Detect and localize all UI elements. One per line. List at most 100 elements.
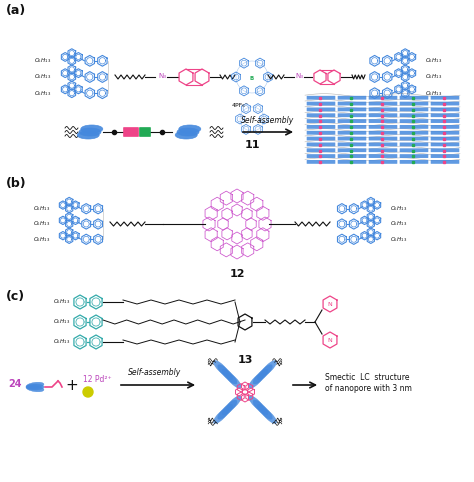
FancyBboxPatch shape [337, 154, 366, 158]
Circle shape [83, 387, 93, 397]
Text: $C_6H_{13}$: $C_6H_{13}$ [53, 337, 70, 347]
FancyBboxPatch shape [307, 125, 335, 129]
FancyBboxPatch shape [307, 143, 335, 147]
Ellipse shape [226, 396, 241, 411]
Ellipse shape [226, 373, 241, 388]
FancyBboxPatch shape [369, 113, 397, 117]
Text: 24: 24 [8, 379, 22, 389]
FancyBboxPatch shape [307, 119, 335, 123]
Text: 13: 13 [237, 355, 253, 365]
FancyBboxPatch shape [139, 128, 151, 136]
FancyBboxPatch shape [369, 125, 397, 129]
Text: 11: 11 [244, 140, 260, 150]
Ellipse shape [177, 128, 199, 136]
Ellipse shape [262, 409, 276, 424]
FancyBboxPatch shape [337, 113, 366, 117]
FancyBboxPatch shape [431, 96, 459, 100]
FancyBboxPatch shape [400, 113, 428, 117]
FancyBboxPatch shape [337, 96, 366, 100]
Ellipse shape [249, 373, 264, 388]
Text: (a): (a) [6, 4, 26, 17]
FancyBboxPatch shape [369, 102, 397, 106]
FancyBboxPatch shape [431, 143, 459, 147]
Text: (c): (c) [6, 290, 25, 303]
Text: B: B [250, 77, 254, 81]
Ellipse shape [222, 400, 237, 415]
Text: $C_6H_{13}$: $C_6H_{13}$ [35, 56, 52, 65]
Ellipse shape [175, 131, 197, 139]
Ellipse shape [253, 369, 268, 384]
FancyBboxPatch shape [307, 137, 335, 140]
FancyBboxPatch shape [124, 128, 138, 136]
Text: $C_6H_{13}$: $C_6H_{13}$ [53, 318, 70, 326]
FancyBboxPatch shape [337, 131, 366, 134]
FancyBboxPatch shape [307, 148, 335, 152]
FancyBboxPatch shape [369, 96, 397, 100]
FancyBboxPatch shape [337, 160, 366, 164]
Text: Self-assembly: Self-assembly [241, 116, 295, 125]
FancyBboxPatch shape [369, 131, 397, 134]
FancyBboxPatch shape [307, 131, 335, 134]
FancyBboxPatch shape [431, 160, 459, 164]
Text: $C_6H_{13}$: $C_6H_{13}$ [426, 56, 443, 65]
FancyBboxPatch shape [400, 160, 428, 164]
Text: $C_6H_{13}$: $C_6H_{13}$ [35, 89, 52, 98]
Text: (b): (b) [6, 177, 27, 190]
Text: N: N [328, 337, 332, 343]
FancyBboxPatch shape [307, 102, 335, 106]
FancyBboxPatch shape [400, 154, 428, 158]
Text: $C_6H_{13}$: $C_6H_{13}$ [35, 73, 52, 81]
Text: $C_6H_{13}$: $C_6H_{13}$ [33, 235, 50, 244]
Text: Self-assembly: Self-assembly [128, 368, 182, 377]
FancyBboxPatch shape [431, 148, 459, 152]
FancyBboxPatch shape [400, 143, 428, 147]
Text: N₃: N₃ [295, 73, 303, 79]
FancyBboxPatch shape [400, 131, 428, 134]
Text: 12 Pd²⁺: 12 Pd²⁺ [83, 375, 111, 384]
Ellipse shape [179, 125, 201, 133]
Ellipse shape [257, 404, 272, 419]
FancyBboxPatch shape [400, 137, 428, 140]
FancyBboxPatch shape [400, 125, 428, 129]
Ellipse shape [77, 131, 99, 139]
Ellipse shape [257, 365, 272, 380]
FancyBboxPatch shape [431, 113, 459, 117]
FancyBboxPatch shape [431, 131, 459, 134]
FancyBboxPatch shape [307, 154, 335, 158]
Ellipse shape [222, 369, 237, 384]
FancyBboxPatch shape [369, 160, 397, 164]
FancyBboxPatch shape [337, 119, 366, 123]
Ellipse shape [26, 384, 44, 390]
FancyBboxPatch shape [369, 143, 397, 147]
FancyBboxPatch shape [307, 96, 335, 100]
FancyBboxPatch shape [369, 154, 397, 158]
Ellipse shape [79, 128, 101, 136]
Text: 4PF₆⁻: 4PF₆⁻ [231, 103, 248, 108]
FancyBboxPatch shape [337, 125, 366, 129]
Text: $C_6H_{13}$: $C_6H_{13}$ [53, 297, 70, 307]
FancyBboxPatch shape [431, 107, 459, 111]
Ellipse shape [262, 361, 276, 375]
FancyBboxPatch shape [400, 102, 428, 106]
FancyBboxPatch shape [431, 137, 459, 140]
FancyBboxPatch shape [337, 148, 366, 152]
FancyBboxPatch shape [369, 137, 397, 140]
FancyBboxPatch shape [369, 107, 397, 111]
Text: $C_6H_{13}$: $C_6H_{13}$ [33, 204, 50, 213]
Text: $C_6H_{13}$: $C_6H_{13}$ [390, 219, 407, 228]
Text: Smectic  LC  structure
of nanopore with 3 nm: Smectic LC structure of nanopore with 3 … [325, 373, 412, 393]
FancyBboxPatch shape [400, 107, 428, 111]
FancyBboxPatch shape [307, 107, 335, 111]
Text: $C_6H_{13}$: $C_6H_{13}$ [390, 204, 407, 213]
FancyBboxPatch shape [431, 119, 459, 123]
FancyBboxPatch shape [369, 148, 397, 152]
Ellipse shape [81, 125, 103, 133]
Text: $C_6H_{13}$: $C_6H_{13}$ [390, 235, 407, 244]
Ellipse shape [218, 365, 233, 380]
FancyBboxPatch shape [431, 125, 459, 129]
Text: $C_6H_{13}$: $C_6H_{13}$ [426, 89, 443, 98]
Ellipse shape [249, 396, 264, 411]
Ellipse shape [26, 386, 44, 392]
FancyBboxPatch shape [431, 154, 459, 158]
Text: $C_6H_{13}$: $C_6H_{13}$ [426, 73, 443, 81]
